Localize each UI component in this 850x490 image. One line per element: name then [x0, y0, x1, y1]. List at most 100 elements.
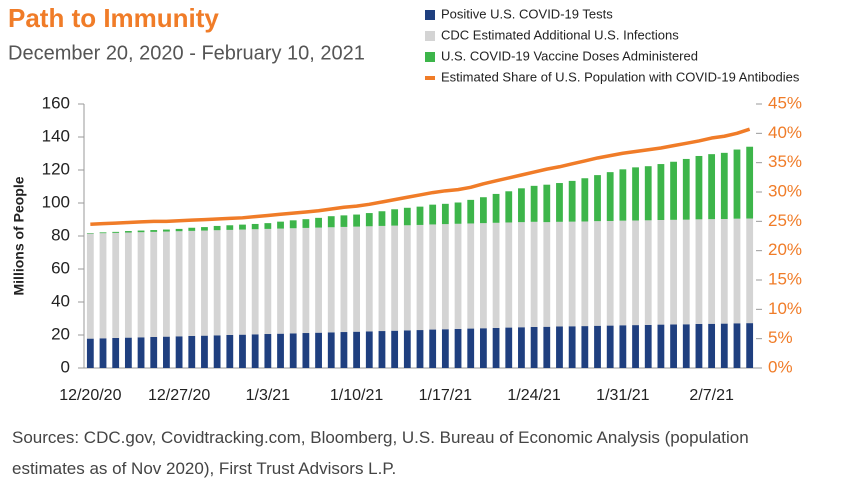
bar-segment — [365, 331, 373, 368]
bar-segment — [594, 325, 601, 368]
bar-segment — [467, 199, 475, 224]
bar-segment — [644, 220, 652, 325]
bar-segment — [403, 330, 411, 368]
bar-segment — [682, 158, 690, 220]
bar-segment — [277, 221, 284, 229]
bar-segment — [530, 185, 538, 222]
bar-segment — [746, 218, 754, 324]
bar-segment — [150, 336, 158, 368]
bar-segment — [251, 229, 259, 335]
bar-segment — [619, 325, 627, 368]
bar-segment — [454, 223, 462, 329]
bar-segment — [441, 224, 449, 330]
bar-segment — [188, 335, 196, 368]
bar-segment — [112, 232, 120, 338]
bar-segment — [720, 219, 728, 324]
x-tick-label: 1/31/21 — [596, 387, 649, 404]
bar-segment — [492, 222, 500, 328]
bar-segment — [467, 223, 475, 329]
x-tick-label: 12/20/20 — [59, 387, 121, 404]
bar-segment — [632, 167, 639, 221]
bar-segment — [353, 214, 361, 227]
y2-tick-label: 30% — [768, 181, 802, 200]
bar-segment — [315, 332, 322, 368]
bar-segment — [163, 336, 170, 368]
y-tick-label: 40 — [51, 291, 70, 310]
bar-segment — [264, 223, 272, 229]
bar-segment — [264, 228, 272, 335]
bar-segment — [365, 226, 373, 332]
y2-tick-label: 40% — [768, 123, 802, 142]
x-tick-label: 1/10/21 — [330, 387, 383, 404]
bar-segment — [201, 227, 208, 231]
bar-segment — [302, 219, 310, 228]
bar-segment — [670, 324, 677, 368]
bar-segment — [327, 227, 335, 333]
bar-segment — [251, 334, 259, 368]
y-tick-label: 20 — [51, 324, 70, 343]
bar-segment — [606, 220, 614, 326]
bar-segment — [378, 211, 386, 226]
line-series — [90, 127, 751, 227]
bar-segment — [556, 326, 563, 368]
bar-segment — [226, 335, 234, 368]
bar-segment — [289, 220, 297, 229]
bar-segment — [340, 332, 348, 368]
bar-segment — [340, 215, 348, 227]
bar-segment — [403, 225, 411, 331]
bar-segment — [695, 155, 703, 220]
y2-tick-label: 25% — [768, 211, 802, 230]
bar-segment — [530, 221, 538, 327]
bar-segment — [416, 330, 424, 368]
bar-segment — [492, 193, 500, 223]
bar-segment — [644, 166, 652, 221]
source-note: Sources: CDC.gov, Covidtracking.com, Blo… — [12, 428, 749, 478]
bar-segment — [137, 337, 145, 368]
bar-segment — [403, 207, 411, 226]
bar-segment — [86, 338, 94, 368]
bar-segment — [340, 226, 348, 333]
bar-segment — [708, 154, 716, 220]
bar-segment — [454, 328, 462, 368]
bar-segment — [556, 183, 563, 222]
bar-segment — [682, 324, 690, 368]
bar-segment — [175, 228, 183, 232]
bar-segment — [137, 232, 145, 338]
legend-label: CDC Estimated Additional U.S. Infections — [441, 27, 679, 42]
y-tick-label: 120 — [42, 159, 70, 178]
bar-segment — [682, 219, 690, 325]
bar-segment — [581, 326, 589, 368]
x-tick-label: 1/17/21 — [419, 387, 472, 404]
bar-segment — [632, 220, 639, 326]
bar-segment — [302, 227, 310, 334]
bar-segment — [315, 217, 322, 228]
chart-title: Path to Immunity — [8, 3, 219, 33]
bar-segment — [429, 224, 437, 330]
bar-segment — [226, 229, 234, 335]
bar-segment — [213, 335, 221, 368]
legend-swatch — [425, 52, 435, 62]
y2-tick-label: 10% — [768, 299, 802, 318]
bar-segment — [619, 220, 627, 326]
bar-segment — [365, 213, 373, 227]
bar-segment — [594, 175, 601, 222]
bar-segment — [670, 161, 677, 220]
bar-segment — [657, 219, 665, 325]
y2-tick-label: 5% — [768, 328, 793, 347]
bar-segment — [99, 233, 107, 339]
x-tick-label: 1/3/21 — [246, 387, 291, 404]
x-tick-label: 1/24/21 — [507, 387, 560, 404]
bar-segment — [581, 221, 589, 327]
bar-segment — [467, 328, 475, 368]
bar-segment — [289, 333, 297, 368]
chart-subtitle: December 20, 2020 - February 10, 2021 — [8, 42, 365, 64]
bar-segment — [86, 233, 94, 339]
bar-segment — [606, 325, 614, 368]
bar-segment — [302, 333, 310, 368]
bar-segment — [175, 336, 183, 368]
bar-segment — [289, 228, 297, 334]
bar-segment — [733, 149, 741, 219]
bar-segment — [239, 229, 246, 335]
legend-swatch — [425, 76, 435, 80]
